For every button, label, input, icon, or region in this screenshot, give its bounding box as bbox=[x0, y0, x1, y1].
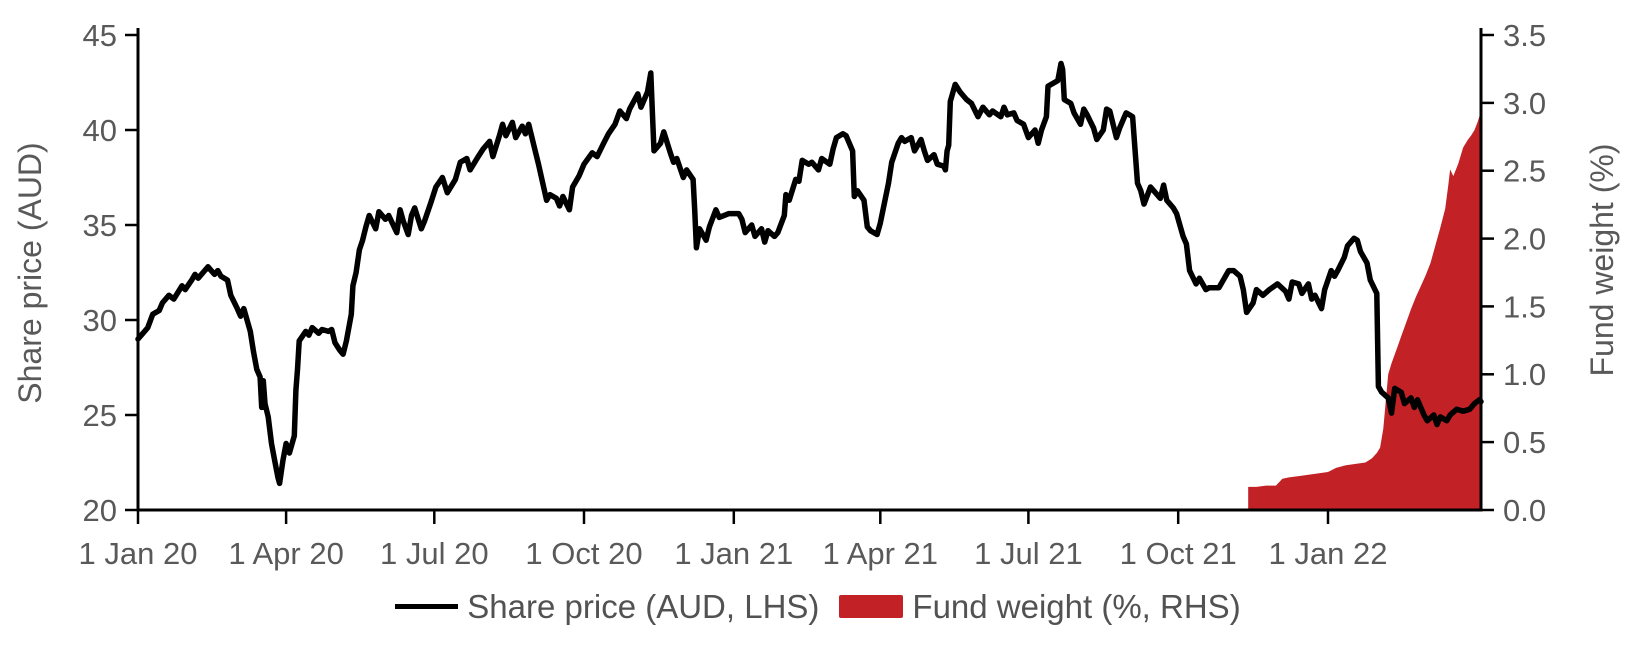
x-tick-label: 1 Apr 20 bbox=[228, 536, 343, 571]
fund-weight-area bbox=[1248, 112, 1481, 511]
x-tick-label: 1 Jul 20 bbox=[380, 536, 489, 571]
x-tick-label: 1 Apr 21 bbox=[823, 536, 938, 571]
y-right-tick-label: 0.0 bbox=[1503, 493, 1546, 528]
share-price-fund-weight-chart: 20 25 30 35 40 45 0.0 0.5 1.0 1.5 2.0 2.5 3.0 3.5 1 Ja… bbox=[12, 18, 1620, 571]
share-price-line bbox=[135, 60, 1484, 487]
y-left-tick-label: 45 bbox=[83, 18, 117, 53]
y-right-tick-label: 2.0 bbox=[1503, 221, 1546, 256]
legend-line-swatch bbox=[395, 604, 459, 609]
y-right-tick-label: 1.5 bbox=[1503, 289, 1546, 324]
legend-label-share-price: Share price (AUD, LHS) bbox=[467, 588, 820, 625]
x-tick-label: 1 Jan 20 bbox=[79, 536, 198, 571]
x-tick-label: 1 Jul 21 bbox=[974, 536, 1083, 571]
y-right-axis-title: Fund weight (%) bbox=[1584, 144, 1620, 377]
y-right-tick-label: 1.0 bbox=[1503, 357, 1546, 392]
y-right-tick-label: 3.5 bbox=[1503, 18, 1546, 53]
y-left-axis-title: Share price (AUD) bbox=[12, 142, 48, 403]
y-left-tick-label: 35 bbox=[83, 208, 117, 243]
y-left-tick-label: 20 bbox=[83, 493, 117, 528]
legend-area-swatch bbox=[839, 595, 904, 618]
y-right-tick-label: 2.5 bbox=[1503, 154, 1546, 189]
legend-label-fund-weight: Fund weight (%, RHS) bbox=[912, 588, 1241, 625]
legend-item-fund-weight: Fund weight (%, RHS) bbox=[839, 588, 1241, 625]
y-left-tick-label: 30 bbox=[83, 303, 117, 338]
y-left-tick-label: 40 bbox=[83, 113, 117, 148]
x-tick-label: 1 Oct 20 bbox=[525, 536, 642, 571]
x-tick-label: 1 Jan 21 bbox=[674, 536, 793, 571]
chart-legend: Share price (AUD, LHS) Fund weight (%, R… bbox=[0, 590, 1636, 623]
y-right-tick-label: 3.0 bbox=[1503, 86, 1546, 121]
x-tick-label: 1 Jan 22 bbox=[1269, 536, 1388, 571]
x-tick-label: 1 Oct 21 bbox=[1120, 536, 1237, 571]
y-right-tick-label: 0.5 bbox=[1503, 425, 1546, 460]
y-left-tick-label: 25 bbox=[83, 398, 117, 433]
legend-item-share-price: Share price (AUD, LHS) bbox=[395, 590, 819, 623]
